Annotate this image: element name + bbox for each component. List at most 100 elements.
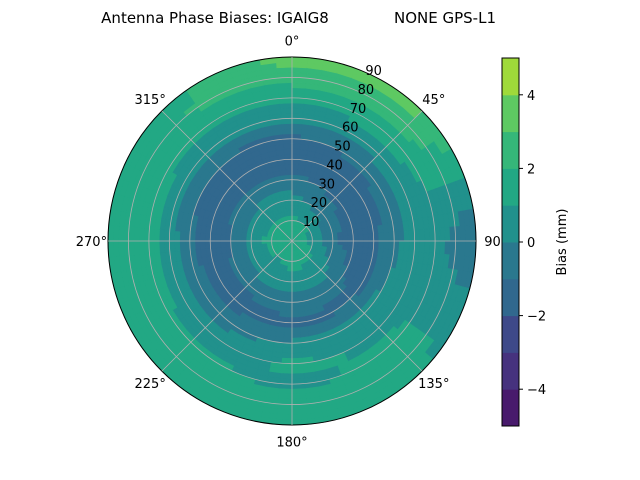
- chart-title: Antenna Phase Biases: IGAIG8: [101, 9, 329, 27]
- contour-cell: [291, 286, 297, 293]
- contour-cell: [291, 281, 297, 288]
- contour-cell: [291, 102, 305, 109]
- contour-cell: [284, 158, 293, 165]
- contour-cell: [209, 240, 216, 249]
- r-tick-label: 40: [326, 158, 343, 173]
- contour-cell: [291, 153, 300, 160]
- contour-cell: [184, 231, 191, 242]
- contour-cell: [277, 398, 293, 405]
- contour-cell: [235, 245, 242, 252]
- colorbar-band: [502, 168, 519, 206]
- polar-grid: [107, 56, 477, 426]
- contour-cell: [174, 240, 181, 252]
- contour-cell: [291, 311, 300, 318]
- contour-cell: [209, 233, 216, 242]
- contour-cell: [279, 378, 293, 385]
- contour-cell: [291, 123, 303, 130]
- r-tick-label: 70: [350, 102, 367, 117]
- contour-cell: [373, 240, 380, 249]
- colorbar-tick-label: 0: [527, 236, 535, 251]
- theta-gridline: [161, 110, 293, 242]
- contour-cell: [225, 234, 232, 242]
- contour-cell: [220, 240, 227, 248]
- contour-cell: [278, 87, 293, 94]
- contour-cell: [240, 240, 247, 246]
- contour-cell: [439, 227, 446, 242]
- colorbar-band: [502, 242, 519, 280]
- contour-cell: [189, 231, 196, 242]
- contour-cell: [317, 238, 323, 242]
- contour-cell: [459, 240, 467, 257]
- colorbar-tick-label: 4: [527, 89, 535, 104]
- contour-cell: [158, 229, 166, 242]
- contour-cell: [393, 240, 400, 251]
- contour-cell: [194, 232, 201, 242]
- contour-cell: [291, 367, 304, 375]
- contour-cell: [288, 199, 293, 206]
- contour-cell: [230, 235, 237, 242]
- contour-cell: [153, 228, 160, 242]
- contour-cell: [215, 240, 222, 249]
- contour-cell: [291, 97, 305, 104]
- contour-cell: [418, 240, 426, 253]
- contour-cell: [281, 128, 293, 135]
- contour-cell: [284, 317, 293, 324]
- contour-cell: [245, 240, 252, 246]
- contour-cell: [158, 240, 166, 253]
- contour-cell: [418, 229, 426, 242]
- contour-cell: [279, 97, 293, 104]
- contour-cell: [199, 232, 206, 242]
- contour-cell: [291, 164, 300, 171]
- contour-cell: [336, 231, 344, 238]
- contour-cell: [332, 236, 339, 242]
- r-tick-label: 20: [311, 196, 328, 211]
- contour-cell: [148, 228, 155, 242]
- contour-cell: [388, 231, 395, 242]
- contour-cell: [128, 226, 135, 242]
- contour-cell: [169, 229, 176, 242]
- contour-cell: [449, 240, 456, 256]
- contour-cell: [393, 231, 400, 242]
- contour-cell: [235, 240, 242, 247]
- contour-cell: [282, 133, 293, 140]
- contour-cell: [287, 194, 293, 201]
- contour-cell: [388, 240, 395, 251]
- contour-cell: [286, 296, 293, 303]
- r-tick-label: 90: [365, 64, 382, 79]
- contour-cell: [291, 378, 305, 385]
- contour-cell: [235, 235, 242, 242]
- contour-cell: [291, 169, 299, 176]
- contour-cell: [283, 148, 293, 155]
- contour-cell: [291, 77, 307, 84]
- contour-cell: [280, 118, 293, 125]
- contour-cell: [169, 240, 176, 253]
- contour-cell: [289, 210, 293, 216]
- contour-cell: [284, 311, 293, 318]
- contour-cell: [357, 234, 364, 242]
- contour-cell: [204, 240, 211, 249]
- contour-cell: [117, 225, 125, 242]
- theta-tick-label: 180°: [276, 436, 307, 451]
- contour-cell: [291, 296, 298, 303]
- contour-cell: [280, 357, 293, 364]
- contour-cell: [285, 169, 293, 176]
- contour-cell: [230, 240, 237, 247]
- contour-cell: [291, 158, 300, 165]
- contour-cell: [291, 82, 307, 89]
- contour-cell: [439, 240, 446, 255]
- contour-cell: [291, 337, 302, 344]
- contour-cell: [368, 240, 375, 249]
- theta-tick-label: 45°: [422, 93, 445, 108]
- r-tick-label: 10: [303, 215, 320, 230]
- contour-cell: [276, 408, 293, 416]
- contour-cell: [291, 352, 303, 359]
- contour-cell: [291, 148, 301, 155]
- r-tick-label: 50: [334, 140, 351, 155]
- colorbar-band: [502, 352, 519, 390]
- contour-cell: [287, 189, 293, 196]
- contour-cell: [133, 226, 140, 242]
- contour-cell: [291, 87, 306, 94]
- theta-tick-label: 0°: [285, 34, 300, 49]
- contour-cell: [342, 235, 349, 242]
